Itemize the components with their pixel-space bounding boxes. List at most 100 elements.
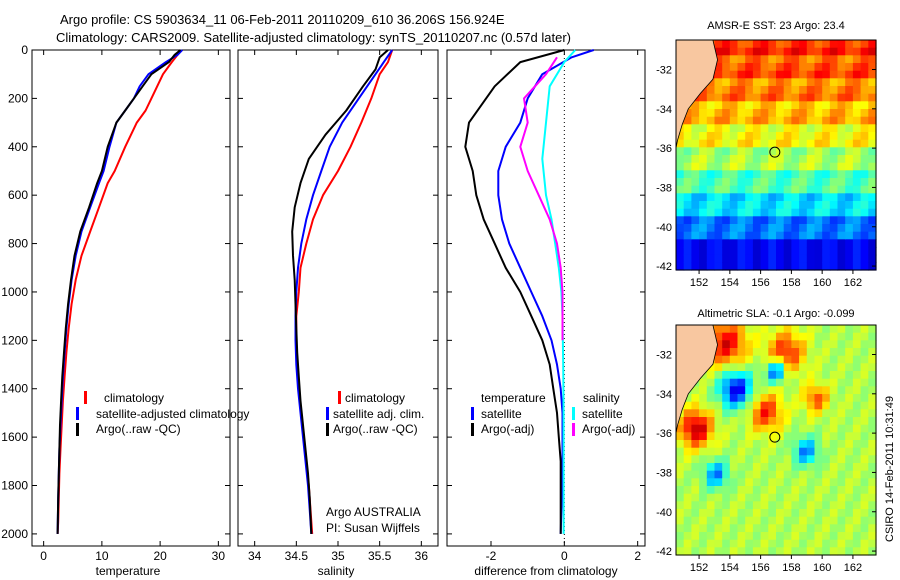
map-cell: [676, 539, 685, 548]
map-cell: [783, 447, 792, 456]
map-cell: [814, 470, 823, 479]
map-cell: [868, 332, 877, 341]
map-cell: [822, 363, 831, 372]
map-cell: [822, 386, 831, 395]
map-cell: [676, 247, 685, 256]
map-cell: [737, 155, 746, 164]
map-cell: [822, 539, 831, 548]
map-cell: [729, 501, 739, 510]
map-cell: [829, 509, 839, 518]
map-cell: [799, 132, 808, 141]
map-cell: [745, 40, 754, 49]
map-cell: [737, 139, 746, 148]
map-cell: [814, 201, 823, 210]
map-cell: [760, 332, 769, 341]
map-cell: [737, 478, 746, 487]
map-cell: [714, 78, 723, 87]
map-cell: [860, 516, 869, 525]
map-cell: [822, 378, 831, 387]
map-cell: [860, 185, 869, 194]
map-cell: [745, 532, 754, 541]
map-cell: [729, 539, 739, 548]
map-cell: [829, 170, 839, 179]
map-cell: [845, 409, 854, 418]
map-cell: [868, 386, 877, 395]
map-cell: [752, 539, 762, 548]
map-cell: [845, 109, 854, 118]
map-cell: [776, 185, 785, 194]
map-cell: [799, 185, 808, 194]
map-cell: [737, 86, 746, 95]
map-cell: [683, 239, 692, 248]
map-cell: [783, 201, 792, 210]
legend-temp-climatology: climatology: [104, 391, 164, 405]
map-cell: [714, 348, 723, 357]
map-cell: [745, 401, 754, 410]
map-cell: [799, 532, 808, 541]
map-cell: [760, 101, 769, 110]
map-cell: [776, 231, 785, 240]
map-cell: [745, 63, 754, 72]
map-cell: [822, 63, 831, 72]
legend-sal-climatology: climatology: [345, 391, 405, 405]
map-cell: [752, 132, 762, 141]
map-cell: [737, 378, 746, 387]
map-cell: [706, 216, 716, 225]
map-cell: [768, 262, 777, 271]
map-cell: [806, 394, 816, 403]
map-cell: [799, 493, 808, 502]
map-cell: [752, 340, 762, 349]
map-cell: [860, 231, 869, 240]
map-cell: [845, 440, 854, 449]
map-cell: [791, 262, 800, 271]
map-cell: [699, 532, 708, 541]
map-cell: [852, 162, 862, 171]
map-cell: [868, 162, 877, 171]
map-cell: [691, 254, 700, 263]
map-cell: [799, 124, 808, 133]
map-cell: [737, 532, 746, 541]
map-y-tick-label: -40: [656, 222, 672, 234]
map-cell: [852, 524, 862, 533]
map-cell: [799, 70, 808, 79]
map-cell: [768, 47, 777, 56]
map-cell: [729, 478, 739, 487]
map-cell: [737, 470, 746, 479]
map-cell: [683, 185, 692, 194]
map-cell: [860, 524, 869, 533]
map-cell: [791, 386, 800, 395]
map-cell: [691, 424, 700, 433]
temperature-axes: [31, 49, 231, 547]
map-cell: [814, 63, 823, 72]
map-cell: [868, 378, 877, 387]
map-cell: [691, 478, 700, 487]
map-cell: [776, 424, 785, 433]
map-cell: [852, 208, 862, 217]
map-cell: [714, 409, 723, 418]
map-cell: [706, 547, 716, 556]
map-cell: [683, 532, 692, 541]
map-cell: [714, 332, 723, 341]
map-y-tick-label: -38: [656, 467, 672, 479]
legend-swatch-sal-satellite: [326, 407, 329, 420]
map-cell: [791, 547, 800, 556]
map-cell: [829, 532, 839, 541]
map-cell: [776, 262, 785, 271]
map-cell: [860, 93, 869, 102]
map-cell: [706, 417, 716, 426]
map-cell: [814, 539, 823, 548]
map-cell: [799, 547, 808, 556]
map-cell: [814, 325, 823, 334]
map-cell: [860, 147, 869, 156]
map-cell: [752, 417, 762, 426]
map-cell: [860, 432, 869, 441]
salinity-legend: climatology satellite adj. clim. Argo(..…: [326, 391, 424, 535]
map-cell: [683, 486, 692, 495]
map-cell: [868, 325, 877, 334]
map-cell: [868, 340, 877, 349]
map-cell: [860, 70, 869, 79]
map-cell: [806, 40, 816, 49]
map-cell: [852, 394, 862, 403]
map-cell: [768, 409, 777, 418]
map-cell: [845, 539, 854, 548]
